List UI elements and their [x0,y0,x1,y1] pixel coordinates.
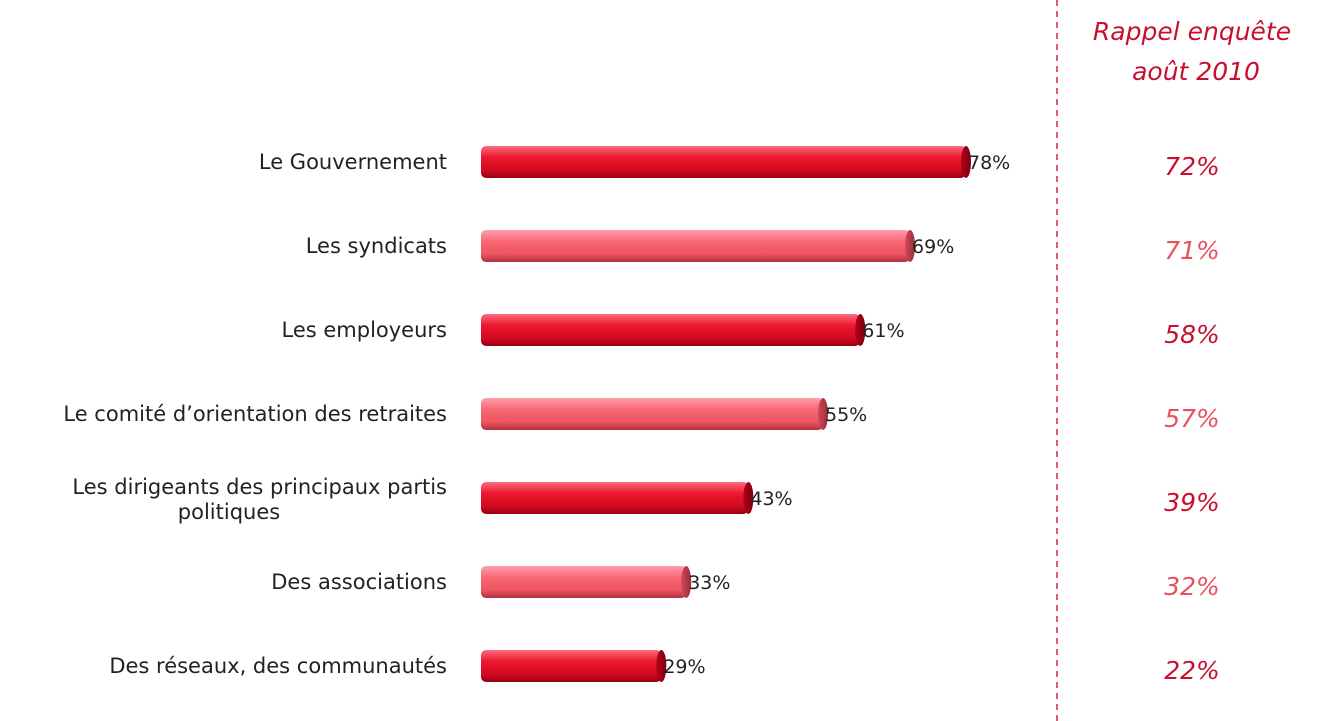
comparison-value: 39% [1164,488,1220,517]
bar [481,650,662,682]
bar [481,314,861,346]
bar-end-cap [961,146,971,178]
category-label: Le Gouvernement [259,150,447,174]
category-label: Les syndicats [306,234,447,258]
bar [481,398,823,430]
bar-end-cap [681,566,692,598]
category-label: Le comité d’orientation des retraites [63,402,447,426]
bar-row: Des associations 33% 32% [271,566,1220,601]
bar-end-cap [743,482,754,514]
bar-row: Le Gouvernement 78% 72% [259,146,1220,181]
bar-end-cap [656,650,667,682]
comparison-title-line-1: Rappel enquête [1093,17,1291,46]
value-label: 78% [968,152,1010,174]
value-label: 61% [862,320,904,342]
bar-end-cap [855,314,866,346]
bar [481,566,687,598]
bar-row: Des réseaux, des communautés 29% 22% [109,650,1220,685]
comparison-value: 72% [1164,152,1220,181]
bar-row: Les syndicats 69% 71% [306,230,1220,265]
bar-row: Le comité d’orientation des retraites 55%… [63,398,1220,433]
comparison-title: Rappel enquête août 2010 [1093,17,1299,86]
bar-row: Les employeurs 61% 58% [282,314,1220,349]
comparison-column: Rappel enquête août 2010 [1056,0,1299,721]
comparison-value: 57% [1164,404,1220,433]
comparison-value: 32% [1164,572,1220,601]
bar [481,230,911,262]
category-label: Les employeurs [282,318,448,342]
bars-layer: Le Gouvernement 78% 72% Les syndicats 69% 71%… [63,146,1220,685]
value-label: 55% [825,404,867,426]
category-label: politiques [178,500,280,524]
comparison-value: 71% [1164,236,1220,265]
category-label: Des associations [271,570,447,594]
value-label: 69% [912,236,954,258]
comparison-value: 58% [1164,320,1220,349]
comparison-value: 22% [1164,656,1220,685]
category-label: Des réseaux, des communautés [109,654,447,678]
value-label: 33% [688,572,730,594]
bar-row: Les dirigeants des principaux partispoli… [72,475,1219,524]
value-label: 29% [663,656,705,678]
bar [481,482,749,514]
category-label: Les dirigeants des principaux partis [72,475,447,499]
bar [481,146,966,178]
bar-end-cap [817,398,828,430]
comparison-title-line-2: août 2010 [1132,57,1260,86]
bar-end-cap [905,230,916,262]
value-label: 43% [750,488,792,510]
